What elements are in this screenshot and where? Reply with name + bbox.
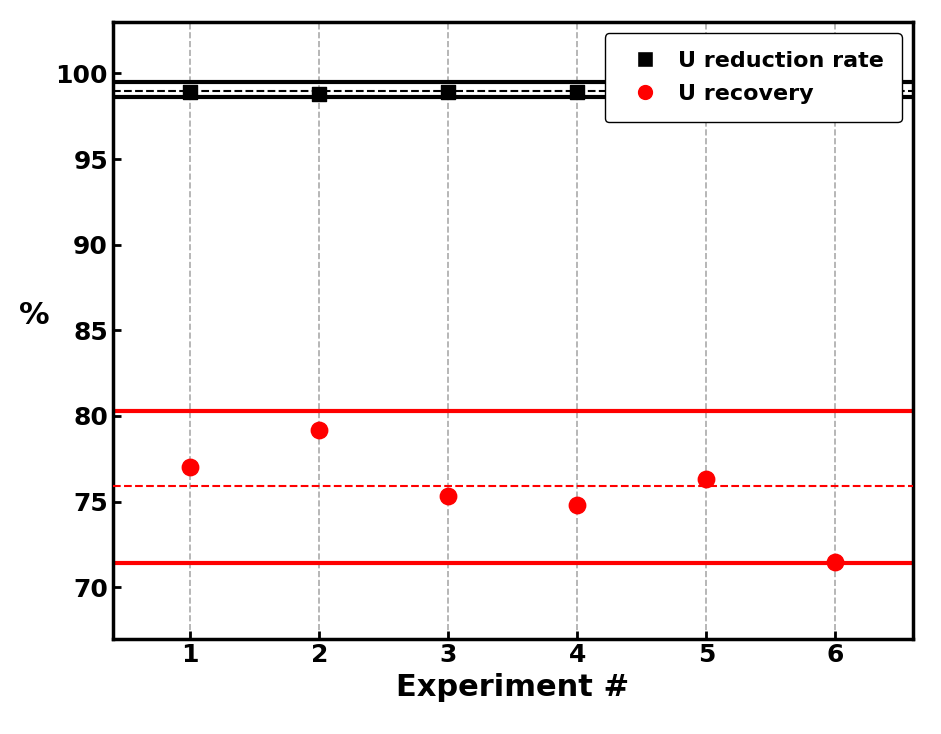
- Point: [699, 473, 714, 485]
- Point: [440, 490, 455, 502]
- X-axis label: Experiment #: Experiment #: [396, 673, 630, 702]
- Point: [440, 87, 455, 98]
- Point: [311, 88, 327, 100]
- Point: [311, 424, 327, 435]
- Y-axis label: %: %: [20, 301, 50, 330]
- Point: [183, 87, 198, 98]
- Point: [183, 462, 198, 473]
- Point: [828, 556, 843, 567]
- Legend: U reduction rate, U recovery: U reduction rate, U recovery: [605, 33, 901, 122]
- Point: [570, 499, 585, 511]
- Point: [828, 87, 843, 98]
- Point: [699, 81, 714, 93]
- Point: [570, 87, 585, 98]
